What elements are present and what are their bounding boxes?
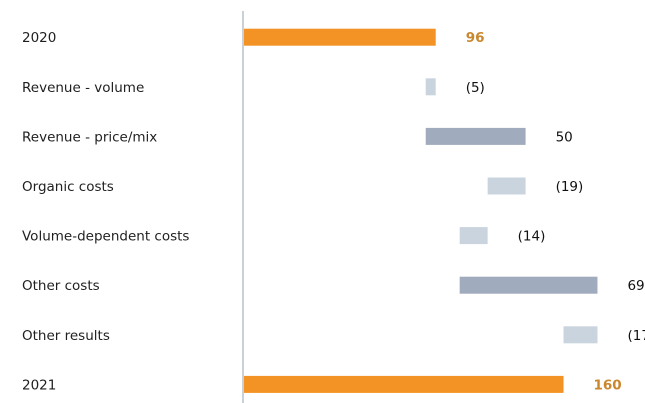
bars — [244, 28, 598, 393]
category-label-other-costs: Other costs — [22, 278, 100, 294]
value-labels: 96 (5) 50 (19) (14) 69 (17) 160 — [466, 30, 645, 393]
value-label-other-costs: 69 — [627, 278, 644, 294]
category-label-revenue-volume: Revenue - volume — [22, 80, 144, 96]
value-label-2021: 160 — [594, 377, 622, 393]
value-label-volume-dependent-costs: (14) — [518, 229, 546, 245]
bar-revenue-price-mix — [425, 127, 526, 145]
value-label-organic-costs: (19) — [556, 179, 584, 195]
category-label-revenue-price-mix: Revenue - price/mix — [22, 129, 157, 145]
value-label-2020: 96 — [466, 30, 485, 46]
category-label-2020: 2020 — [22, 30, 56, 46]
value-label-revenue-volume: (5) — [466, 80, 485, 96]
category-label-organic-costs: Organic costs — [22, 179, 114, 195]
category-label-2021: 2021 — [22, 377, 56, 393]
bar-other-costs — [459, 276, 598, 294]
value-label-revenue-price-mix: 50 — [556, 129, 573, 145]
category-label-other-results: Other results — [22, 328, 110, 344]
bar-2021 — [244, 375, 564, 393]
category-labels: 2020 Revenue - volume Revenue - price/mix O… — [22, 30, 189, 393]
bar-2020 — [244, 28, 436, 46]
value-label-other-results: (17) — [627, 328, 645, 344]
bar-volume-dependent-costs — [459, 227, 488, 245]
bar-revenue-volume — [425, 78, 436, 96]
bar-organic-costs — [487, 177, 526, 195]
category-label-volume-dependent-costs: Volume-dependent costs — [22, 229, 189, 245]
bar-other-results — [563, 326, 598, 344]
